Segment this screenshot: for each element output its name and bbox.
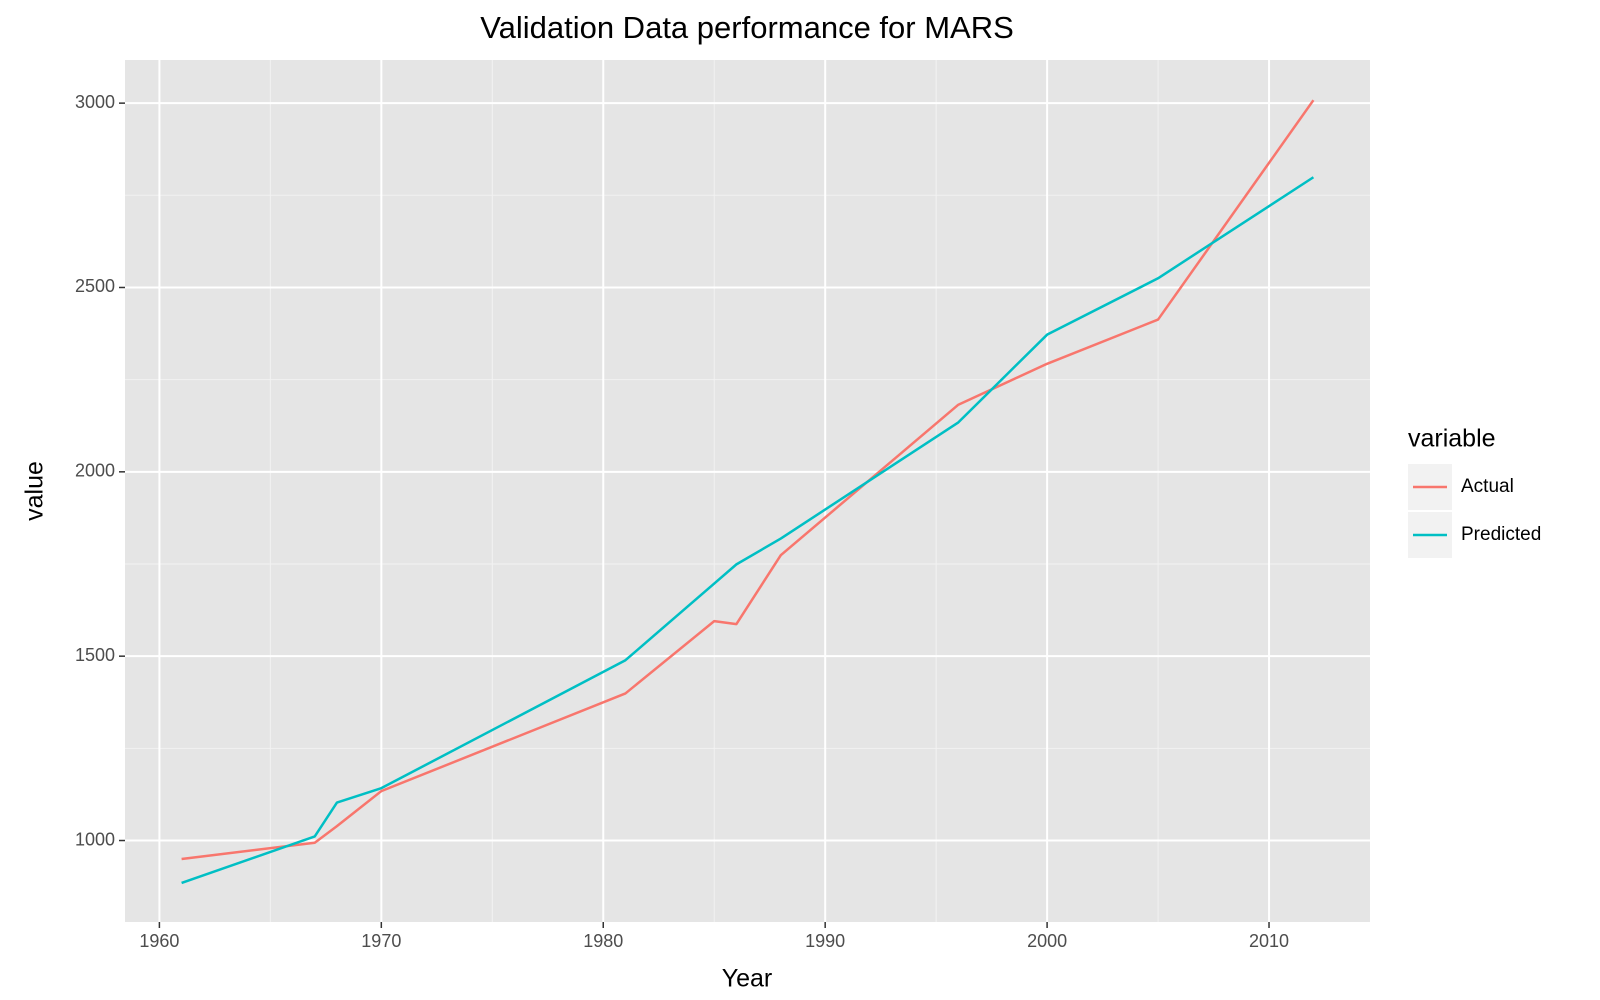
series-line [181, 176, 1315, 885]
y-tick-label: 3000 [75, 92, 115, 112]
legend-title: variable [1408, 425, 1496, 453]
x-tick-label: 1980 [583, 931, 623, 951]
y-tick-label: 2500 [75, 276, 115, 296]
x-tick-label: 1960 [139, 931, 179, 951]
y-axis-title: value [21, 461, 49, 521]
chart-title: Validation Data performance for MARS [480, 10, 1014, 45]
series-line [181, 99, 1315, 861]
legend-label: Actual [1461, 476, 1514, 497]
x-tick-label: 1970 [361, 931, 401, 951]
x-tick-label: 1990 [805, 931, 845, 951]
y-tick-label: 1500 [75, 645, 115, 665]
x-tick-label: 2010 [1249, 931, 1289, 951]
x-tick-label: 2000 [1027, 931, 1067, 951]
x-axis-title: Year [722, 965, 773, 993]
y-tick-label: 1000 [75, 829, 115, 849]
plot-panel [125, 60, 1370, 922]
legend-label: Predicted [1461, 524, 1541, 545]
y-tick-label: 2000 [75, 461, 115, 481]
